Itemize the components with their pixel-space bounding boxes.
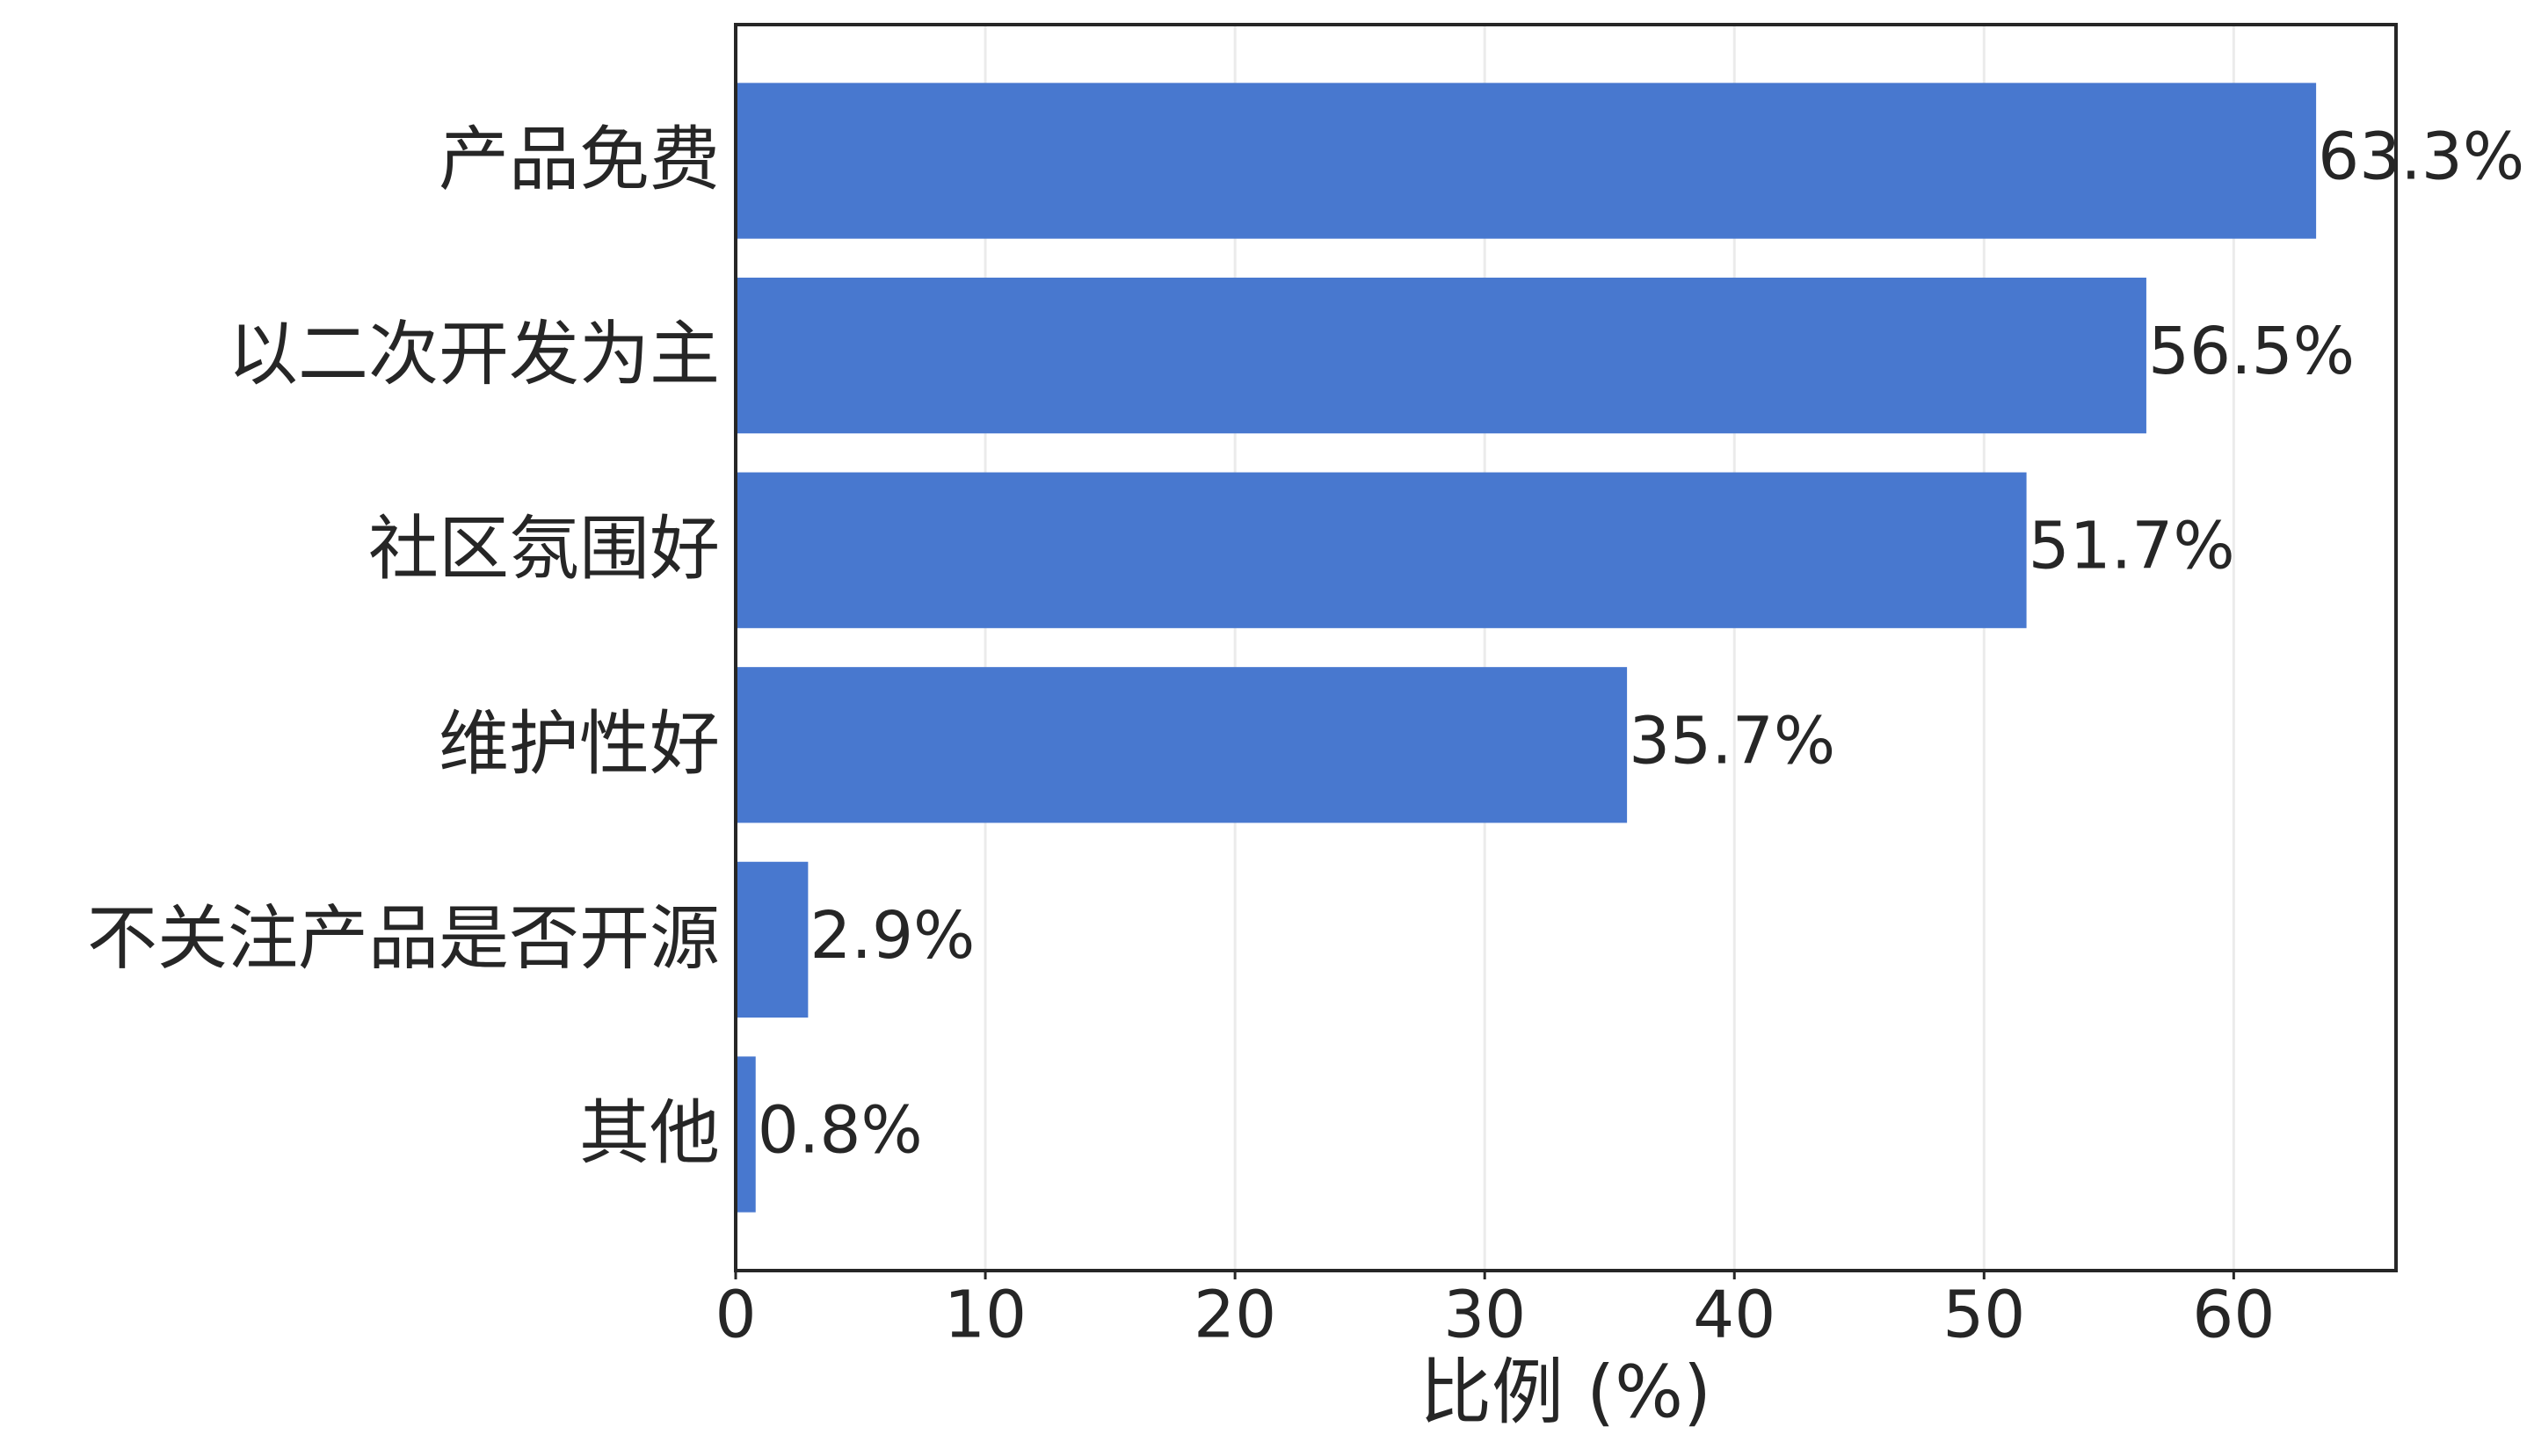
x-tick-label: 60: [2192, 1278, 2275, 1353]
y-tick-label: 以二次开发为主: [228, 314, 720, 395]
y-tick-label: 维护性好: [439, 703, 720, 785]
bar: [736, 667, 1628, 823]
y-tick-label: 产品免费: [439, 119, 720, 200]
value-label: 63.3%: [2318, 120, 2524, 195]
value-label: 0.8%: [758, 1093, 923, 1169]
y-tick-label: 不关注产品是否开源: [87, 897, 720, 979]
bar: [736, 1056, 756, 1213]
value-label: 56.5%: [2148, 314, 2355, 389]
x-tick-label: 50: [1942, 1278, 2025, 1353]
bar: [736, 277, 2146, 434]
bar: [736, 83, 2317, 239]
x-tick-label: 40: [1693, 1278, 1775, 1353]
x-tick-label: 0: [715, 1278, 756, 1353]
value-label: 35.7%: [1629, 703, 1835, 779]
x-axis-label: 比例 (%): [1419, 1351, 1711, 1434]
x-tick-label: 20: [1194, 1278, 1276, 1353]
bar: [736, 472, 2027, 628]
value-label: 2.9%: [810, 898, 975, 974]
x-tick-label: 10: [944, 1278, 1027, 1353]
bar: [736, 861, 809, 1018]
y-tick-label: 其他: [579, 1092, 720, 1174]
x-tick-label: 30: [1443, 1278, 1526, 1353]
plot-frame: [734, 23, 2398, 1272]
value-label: 51.7%: [2029, 509, 2235, 584]
y-tick-label: 社区氛围好: [368, 508, 720, 590]
